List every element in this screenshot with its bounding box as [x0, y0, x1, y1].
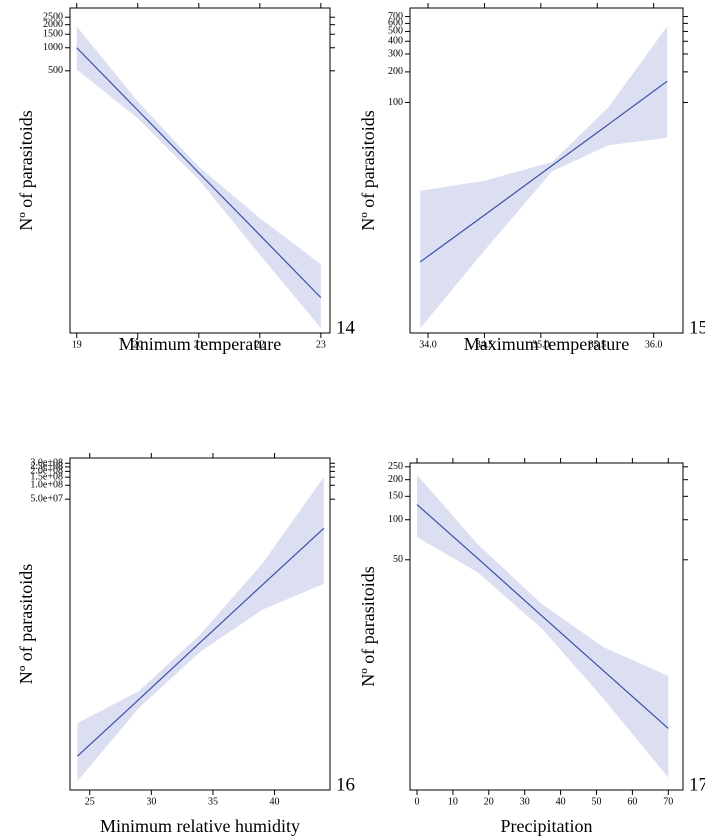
plot-frame: [69, 7, 331, 334]
fit-line: [419, 80, 668, 263]
y-tick-label: 200: [388, 474, 403, 485]
y-axis-title: Nº of parasitoids: [16, 110, 36, 231]
y-tick-label: 2500: [43, 12, 63, 23]
x-tick-label: 50: [591, 796, 601, 807]
y-tick-label: 400: [388, 36, 403, 47]
x-tick-label: 25: [85, 796, 95, 807]
y-tick-label: 2000: [43, 19, 63, 30]
fit-line: [76, 47, 322, 299]
y-tick-label: 600: [388, 18, 403, 29]
x-tick-label: 23: [316, 339, 326, 350]
x-tick-label: 0: [415, 796, 420, 807]
x-axis-title: Minimum temperature: [119, 334, 281, 354]
x-tick-label: 22: [255, 339, 265, 350]
x-tick-label: 19: [72, 339, 82, 350]
y-tick-label: 250: [388, 461, 403, 472]
y-tick-label: 3.0e+08: [30, 458, 63, 469]
y-tick-label: 700: [388, 11, 403, 22]
plot-frame: [409, 7, 684, 334]
x-tick-label: 30: [146, 796, 156, 807]
y-tick-label: 300: [388, 48, 403, 59]
y-tick-label: 500: [388, 26, 403, 37]
fit-line: [76, 527, 325, 757]
y-tick-label: 500: [48, 65, 63, 76]
panel-label: 17: [689, 774, 705, 795]
x-tick-label: 60: [627, 796, 637, 807]
y-axis-title: Nº of parasitoids: [358, 110, 378, 231]
fit-line: [416, 504, 669, 729]
x-tick-label: 35.5: [589, 339, 607, 350]
x-tick-label: 40: [556, 796, 566, 807]
x-tick-label: 34.0: [419, 339, 437, 350]
x-tick-label: 20: [133, 339, 143, 350]
y-tick-label: 200: [388, 66, 403, 77]
x-axis-title: Minimum relative humidity: [100, 816, 300, 836]
x-tick-label: 21: [194, 339, 204, 350]
confidence-band: [77, 477, 324, 782]
y-tick-label: 1500: [43, 29, 63, 40]
y-tick-label: 50: [393, 554, 403, 565]
y-tick-label: 1.5e+08: [30, 471, 63, 482]
x-tick-label: 36.0: [645, 339, 663, 350]
confidence-band: [76, 26, 321, 329]
x-axis-title: Maximum temperature: [464, 334, 629, 354]
y-tick-label: 1.0e+08: [30, 480, 63, 491]
x-tick-label: 35.0: [532, 339, 550, 350]
x-tick-label: 30: [520, 796, 530, 807]
y-tick-label: 5.0e+07: [30, 493, 63, 504]
y-tick-label: 150: [388, 491, 403, 502]
x-tick-label: 35: [208, 796, 218, 807]
plot-frame: [409, 462, 684, 791]
panel-label: 14: [336, 317, 356, 338]
confidence-band: [420, 26, 668, 329]
plot-frame: [69, 457, 331, 791]
panel-label: 16: [336, 774, 355, 795]
x-tick-label: 10: [448, 796, 458, 807]
x-tick-label: 70: [663, 796, 673, 807]
x-tick-label: 34.5: [476, 339, 494, 350]
x-axis-title: Precipitation: [501, 816, 593, 836]
x-tick-label: 40: [270, 796, 280, 807]
panel-label: 15: [689, 317, 705, 338]
y-tick-label: 1000: [43, 42, 63, 53]
x-tick-label: 20: [484, 796, 494, 807]
y-tick-label: 100: [388, 97, 403, 108]
y-tick-label: 2.0e+08: [30, 466, 63, 477]
y-axis-title: Nº of parasitoids: [358, 566, 378, 687]
confidence-band: [417, 474, 669, 778]
y-axis-title: Nº of parasitoids: [16, 564, 36, 685]
y-tick-label: 2.5e+08: [30, 461, 63, 472]
y-tick-label: 100: [388, 514, 403, 525]
